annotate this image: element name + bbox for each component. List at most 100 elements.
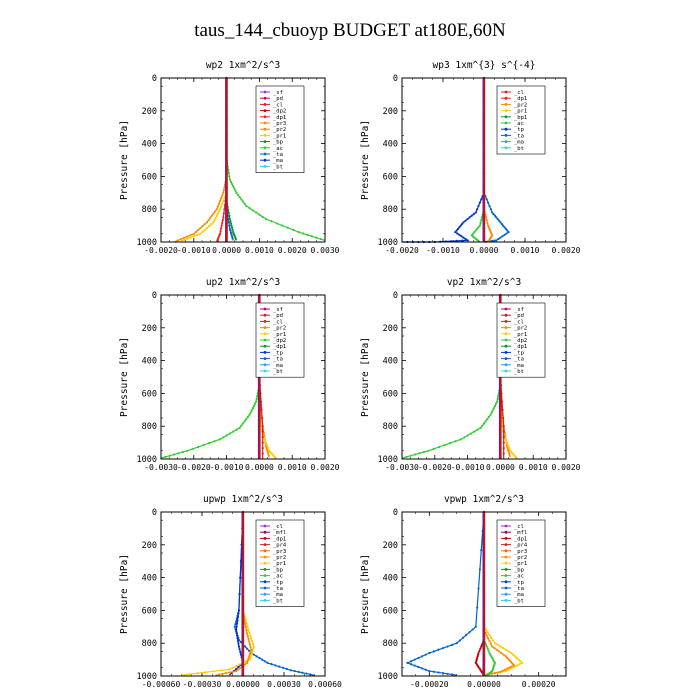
series-marker <box>201 230 204 233</box>
legend-label: _cl <box>273 524 283 530</box>
series-marker <box>212 670 215 673</box>
series-marker <box>471 232 475 235</box>
series-marker <box>220 197 223 200</box>
series-marker <box>486 647 489 650</box>
series-marker <box>476 208 479 211</box>
legend-label: _tp <box>514 580 524 586</box>
series-marker <box>503 233 506 236</box>
series-marker <box>485 645 488 648</box>
series-marker <box>237 612 240 615</box>
series-marker <box>466 434 469 437</box>
series-marker <box>222 212 225 215</box>
series-marker <box>255 397 258 400</box>
series-marker <box>232 430 235 433</box>
series-marker <box>465 633 468 637</box>
series-marker <box>250 648 253 651</box>
series-marker <box>258 656 261 660</box>
legend-label: _mfl <box>514 530 527 536</box>
plot-frame <box>401 511 567 677</box>
legend-label: _ac <box>514 121 524 127</box>
legend-label: _ma <box>514 592 524 598</box>
series-marker <box>248 631 251 634</box>
series-marker <box>252 645 256 648</box>
series-marker <box>247 628 250 632</box>
y-axis-label: Pressure [hPa] <box>360 554 371 634</box>
legend-marker <box>504 96 508 100</box>
legend-label: _pr1 <box>514 109 527 115</box>
x-tick-label: -0.0020 <box>418 463 452 472</box>
x-tick-label: -0.0020 <box>144 246 178 255</box>
series-marker <box>263 438 266 441</box>
series-marker <box>510 667 513 670</box>
series-marker <box>220 224 223 227</box>
series-marker <box>500 651 503 655</box>
series-marker <box>489 653 492 656</box>
y-tick-label: 400 <box>383 574 398 584</box>
series-marker <box>278 665 281 668</box>
legend-marker <box>504 127 508 131</box>
series-marker <box>455 239 458 243</box>
chart-title: wp3 1xm^{3} s^{-4} <box>433 60 536 71</box>
series-marker <box>422 450 425 454</box>
series-marker <box>438 445 441 449</box>
series-marker <box>410 660 413 663</box>
series-marker <box>255 400 258 403</box>
x-tick-label: -0.0020 <box>385 246 419 255</box>
series-marker <box>502 452 505 455</box>
legend-label: _bt <box>273 164 283 170</box>
series-marker <box>237 645 240 648</box>
series-marker <box>247 657 250 660</box>
series-marker <box>243 202 246 205</box>
series-marker <box>221 202 224 205</box>
series-marker <box>212 221 215 224</box>
series-marker <box>305 672 308 675</box>
series-marker <box>241 422 245 425</box>
series-marker <box>510 651 513 655</box>
series-marker <box>232 185 235 188</box>
legend-marker <box>263 549 267 553</box>
series-marker <box>471 628 474 631</box>
series-marker <box>261 446 264 450</box>
series-marker <box>485 198 488 201</box>
plot-frame <box>401 294 567 460</box>
series-marker <box>456 232 459 235</box>
series-marker <box>486 417 489 421</box>
series-marker <box>225 434 228 437</box>
series-marker <box>222 191 225 194</box>
series-marker <box>252 647 255 650</box>
series-marker <box>508 659 512 662</box>
x-tick-label: -0.0010 <box>210 463 244 472</box>
legend-label: _cl <box>273 102 283 108</box>
series-marker <box>235 669 238 673</box>
series-marker <box>217 202 221 205</box>
series-marker <box>203 223 206 226</box>
series-marker <box>454 440 457 443</box>
series-marker <box>484 420 487 423</box>
series-marker <box>222 199 225 203</box>
legend-marker <box>504 90 508 94</box>
series-marker <box>508 452 511 455</box>
series-marker <box>502 224 505 227</box>
series-marker <box>246 634 249 638</box>
series-marker <box>497 650 501 653</box>
legend-label: _bp <box>514 567 524 573</box>
x-tick-label: -0.00020 <box>410 680 449 689</box>
series-marker <box>504 227 507 230</box>
y-tick-label: 200 <box>142 107 157 117</box>
series-marker <box>246 625 249 628</box>
series-marker <box>236 639 240 643</box>
series-marker <box>424 668 427 671</box>
legend-marker <box>504 543 508 546</box>
legend-label: _pr4 <box>273 543 287 549</box>
series-marker <box>501 669 504 672</box>
legend-marker <box>263 592 267 596</box>
series-marker <box>267 452 270 455</box>
legend-label: _pr3 <box>273 121 286 127</box>
series-marker <box>231 666 234 669</box>
series-marker <box>230 233 233 236</box>
series-marker <box>234 237 237 241</box>
y-tick-label: 800 <box>142 205 157 215</box>
series-marker <box>177 452 180 455</box>
legend-label: _pr1 <box>273 133 286 139</box>
plot-frame <box>160 511 326 677</box>
